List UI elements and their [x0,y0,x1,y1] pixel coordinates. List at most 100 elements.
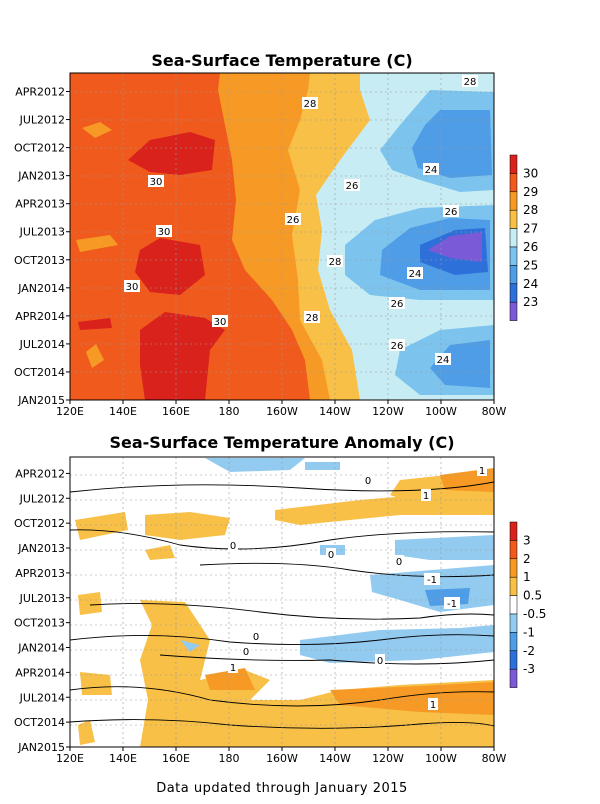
anom-x-tick-label: 180 [219,752,240,765]
sst-contour-label-bg [423,163,439,175]
sst-colorbar-label: 23 [523,295,538,309]
anom-contour-label: 1 [423,491,429,502]
anom-colorbar-label: -3 [523,662,535,676]
sst-colorbar-label: 26 [523,240,538,254]
anom-x-tick-label: 140E [109,752,137,765]
anom-contour-label: 0 [230,541,236,552]
sst-colorbar-swatch [509,209,518,229]
sst-x-tick-label: 120W [372,405,404,418]
sst-contour-labels: 28 28 30 26 26 24 26 30 28 24 30 26 28 30 26 24 [124,75,478,366]
sst-y-tick-label: OCT2014 [14,366,65,379]
sst-contour-label-bg [304,311,320,323]
anom-x-tick-label: 120E [56,752,84,765]
anom-contour-label-bg [251,630,261,642]
anom-y-tick-label: OCT2013 [14,617,65,630]
anom-colorbar-swatch [509,613,518,633]
sst-colorbar: 30 29 28 27 26 25 24 23 [509,154,538,321]
sst-y-tick-label: JAN2015 [17,394,65,407]
anom-y-tick-label: APR2014 [15,666,65,679]
anom-colorbar-label: -2 [523,644,535,658]
sst-contour-label: 28 [304,99,317,110]
anom-x-tick-label: 100W [425,752,457,765]
sst-colorbar-swatch [509,246,518,266]
sst-contour-label: 26 [346,181,359,192]
anom-colorbar-label: -1 [523,625,535,639]
anom-contour-label-bg [326,548,336,560]
anom-y-tick-label: JUL2012 [19,492,65,505]
sst-contour-label: 26 [287,215,300,226]
sst-x-tick-label: 100W [425,405,457,418]
anom-colorbar-swatch [509,576,518,596]
anom-x-tick-label: 160E [162,752,190,765]
sst-y-tick-label: OCT2012 [14,142,65,155]
anomaly-colorbar: 3 2 1 0.5 -0.5 -1 -2 -3 [509,521,546,688]
sst-colorbar-label: 24 [523,277,538,291]
anom-contour-label-bg [228,539,238,551]
anom-contour-label-bg [394,555,404,567]
anom-positive-strong [205,468,494,715]
sst-region-30c [140,312,225,400]
sst-y-tick-label: OCT2013 [14,254,65,267]
anom-contour-label-bg [363,474,373,486]
sst-colorbar-swatch [509,228,518,248]
sst-colorbar-label: 30 [523,166,538,180]
anom-contour-lines [70,481,494,729]
sst-contour-label-bg [462,75,478,87]
anom-contour-label: -1 [447,599,457,610]
sst-contour-label: 30 [150,177,163,188]
sst-contour-label: 24 [409,269,422,280]
anom-colorbar-label: 0.5 [523,589,542,603]
sst-region-30b [135,238,205,295]
sst-y-tick-label: APR2014 [15,310,65,323]
anomaly-x-axis: 120E 140E 160E 180 160W 140W 120W 100W 80W [56,747,507,765]
sst-contour-label: 30 [214,317,227,328]
sst-contour-label-bg [389,339,405,351]
sst-y-tick-label: APR2012 [15,86,65,99]
anomaly-y-axis: APR2012 JUL2012 OCT2012 JAN2013 APR2013 JUL20… [14,467,70,754]
sst-contour-label-bg [407,267,423,279]
sst-x-tick-label: 140W [319,405,351,418]
sst-region-lt23 [428,232,482,262]
anom-colorbar-swatch [509,668,518,688]
sst-y-axis: APR2012 JUL2012 OCT2012 JAN2013 APR2013 JUL20… [14,86,70,407]
sst-contour-label-bg [212,315,228,327]
anom-contour-label-bg [241,645,251,657]
anom-y-tick-label: JAN2014 [17,642,65,655]
anom-y-tick-label: OCT2014 [14,716,65,729]
sst-colorbar-swatch [509,283,518,303]
sst-y-tick-label: JUL2012 [19,114,65,127]
anom-y-tick-label: JAN2013 [17,542,65,555]
sst-region-30d [78,318,112,330]
sst-colorbar-label: 29 [523,185,538,199]
anom-contour-label: 1 [230,663,236,674]
anom-y-tick-label: JUL2014 [19,691,65,704]
sst-colorbar-swatch [509,154,518,174]
sst-contour-label-bg [302,97,318,109]
sst-x-tick-label: 160E [162,405,190,418]
sst-y-tick-label: JAN2014 [17,282,65,295]
anom-colorbar-label: 1 [523,570,531,584]
sst-colorbar-swatch [509,173,518,193]
sst-gridlines [70,73,494,400]
sst-contour-label-bg [389,297,405,309]
footer-note: Data updated through January 2015 [156,781,408,796]
anom-contour-label: 0 [253,632,259,643]
sst-contour-label-bg [435,353,451,365]
sst-colorbar-label: 25 [523,258,538,272]
sst-colorbar-swatch [509,265,518,285]
sst-y-tick-label: JUL2013 [19,226,65,239]
anom-colorbar-swatch [509,632,518,652]
anom-contour-label: 1 [430,700,436,711]
anom-y-tick-label: JAN2015 [17,741,65,754]
anom-contour-label: -1 [427,575,437,586]
anom-colorbar-swatch [509,595,518,615]
sst-region-24 [412,110,492,178]
anom-colorbar-label: 3 [523,533,531,547]
anom-y-tick-label: JUL2013 [19,592,65,605]
sst-contour-label: 30 [158,227,171,238]
sst-contour-label: 26 [391,341,404,352]
anom-colorbar-swatch [509,558,518,578]
sst-contour-label: 26 [391,299,404,310]
